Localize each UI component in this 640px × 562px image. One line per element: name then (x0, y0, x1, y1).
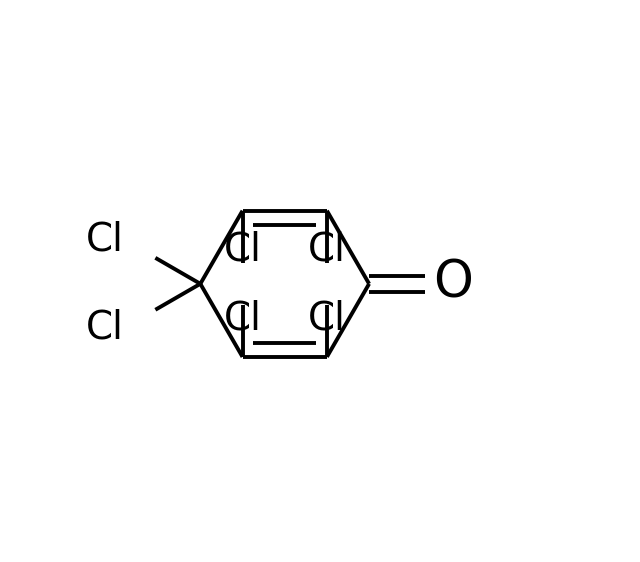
Text: Cl: Cl (308, 299, 346, 337)
Text: Cl: Cl (223, 299, 262, 337)
Text: Cl: Cl (86, 221, 124, 259)
Text: O: O (433, 259, 474, 309)
Text: Cl: Cl (86, 309, 124, 347)
Text: Cl: Cl (223, 230, 262, 269)
Text: Cl: Cl (308, 230, 346, 269)
